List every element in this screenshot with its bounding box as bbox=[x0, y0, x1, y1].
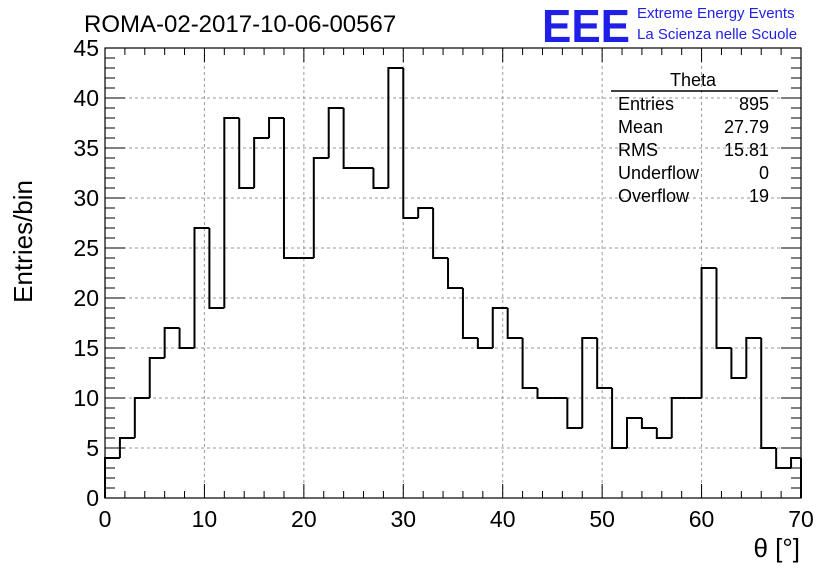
x-tick-label: 0 bbox=[99, 506, 112, 532]
histogram-bin bbox=[790, 457, 801, 468]
histogram-bin bbox=[342, 108, 359, 169]
histogram-bin bbox=[208, 228, 225, 309]
y-tick-label: 5 bbox=[86, 435, 99, 461]
y-tick-label: 45 bbox=[73, 35, 99, 61]
histogram-series bbox=[105, 67, 802, 498]
histogram-bin bbox=[178, 328, 195, 349]
histogram-bin bbox=[193, 227, 210, 348]
histogram-bin bbox=[133, 397, 150, 438]
histogram-bin bbox=[282, 118, 299, 259]
histogram-bin bbox=[387, 67, 404, 188]
histogram-bin bbox=[327, 107, 344, 158]
x-axis-label: θ [°] bbox=[753, 533, 800, 563]
eee-logo-mark: EEE bbox=[542, 0, 630, 52]
histogram-bin bbox=[655, 428, 672, 439]
histogram-bin bbox=[760, 338, 777, 449]
chart-title: ROMA-02-2017-10-06-00567 bbox=[84, 11, 396, 38]
histogram-bin bbox=[491, 307, 508, 348]
stats-overflow-value: 19 bbox=[749, 186, 769, 206]
stats-title: Theta bbox=[670, 70, 717, 90]
stats-overflow-label: Overflow bbox=[618, 186, 690, 206]
y-tick-label: 10 bbox=[73, 385, 99, 411]
x-tick-label: 50 bbox=[589, 506, 615, 532]
x-tick-label: 30 bbox=[390, 506, 416, 532]
x-tick-label: 70 bbox=[788, 506, 814, 532]
histogram-bin bbox=[640, 418, 657, 429]
stats-entries-value: 895 bbox=[739, 94, 769, 114]
stats-underflow-label: Underflow bbox=[618, 163, 700, 183]
stats-underflow-value: 0 bbox=[759, 163, 769, 183]
histogram-bin bbox=[506, 308, 523, 339]
histogram-bin bbox=[223, 117, 240, 308]
eee-logo-line2: La Scienza nelle Scuole bbox=[637, 26, 797, 43]
stats-rms-value: 15.81 bbox=[724, 140, 769, 160]
histogram-bin bbox=[432, 208, 449, 259]
x-tick-label: 20 bbox=[291, 506, 317, 532]
histogram-bin bbox=[745, 337, 762, 378]
stats-entries-label: Entries bbox=[618, 94, 674, 114]
histogram-bin bbox=[312, 157, 329, 258]
stats-mean-value: 27.79 bbox=[724, 117, 769, 137]
y-axis-label: Entries/bin bbox=[8, 180, 38, 303]
histogram-bin bbox=[148, 357, 165, 398]
x-tick-label: 10 bbox=[192, 506, 218, 532]
histogram-bin bbox=[447, 258, 463, 289]
y-tick-label: 0 bbox=[86, 485, 99, 511]
histogram-bin bbox=[536, 388, 553, 399]
histogram-bin bbox=[775, 448, 792, 469]
y-tick-label: 35 bbox=[73, 135, 99, 161]
stats-box: Theta Entries 895 Mean 27.79 RMS 15.81 U… bbox=[611, 70, 778, 206]
histogram-bin bbox=[581, 337, 598, 428]
histogram-bin bbox=[372, 168, 389, 189]
eee-logo: EEE Extreme Energy Events La Scienza nel… bbox=[542, 0, 797, 52]
histogram-bin bbox=[626, 417, 642, 448]
y-tick-label: 40 bbox=[73, 85, 99, 111]
y-tick-label: 20 bbox=[73, 285, 99, 311]
stats-mean-label: Mean bbox=[618, 117, 663, 137]
histogram-bin bbox=[402, 68, 419, 219]
histogram-bin bbox=[461, 288, 478, 339]
histogram-bin bbox=[670, 397, 687, 438]
x-tick-labels: 0 10 20 30 40 50 60 70 bbox=[99, 506, 814, 532]
histogram-bin bbox=[417, 207, 434, 218]
plot-frame bbox=[104, 47, 802, 499]
histogram-bin bbox=[268, 117, 284, 138]
x-tick-label: 60 bbox=[689, 506, 715, 532]
axis-ticks bbox=[104, 47, 802, 499]
y-tick-labels: 0 5 10 15 20 25 30 35 40 45 bbox=[73, 35, 99, 511]
histogram-bin bbox=[596, 338, 613, 389]
x-tick-label: 40 bbox=[490, 506, 516, 532]
y-tick-label: 30 bbox=[73, 185, 99, 211]
histogram-bin bbox=[715, 268, 732, 349]
stats-rms-label: RMS bbox=[618, 140, 658, 160]
histogram-bin bbox=[163, 327, 180, 358]
histogram-bin bbox=[476, 338, 493, 349]
histogram-bin bbox=[700, 267, 717, 398]
histogram-bin bbox=[253, 137, 270, 188]
histogram-bin bbox=[730, 348, 747, 379]
histogram-bin bbox=[566, 398, 583, 429]
eee-logo-line1: Extreme Energy Events bbox=[637, 5, 795, 22]
histogram-bin bbox=[238, 118, 255, 189]
y-tick-label: 15 bbox=[73, 335, 99, 361]
histogram-bin bbox=[118, 437, 135, 458]
histogram-bin bbox=[611, 388, 627, 449]
histogram-bin bbox=[521, 338, 538, 389]
y-tick-label: 25 bbox=[73, 235, 99, 261]
